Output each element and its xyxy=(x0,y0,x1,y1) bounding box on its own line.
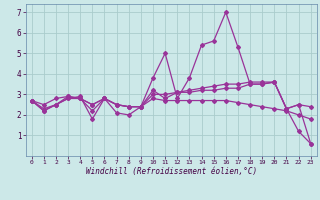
X-axis label: Windchill (Refroidissement éolien,°C): Windchill (Refroidissement éolien,°C) xyxy=(86,167,257,176)
